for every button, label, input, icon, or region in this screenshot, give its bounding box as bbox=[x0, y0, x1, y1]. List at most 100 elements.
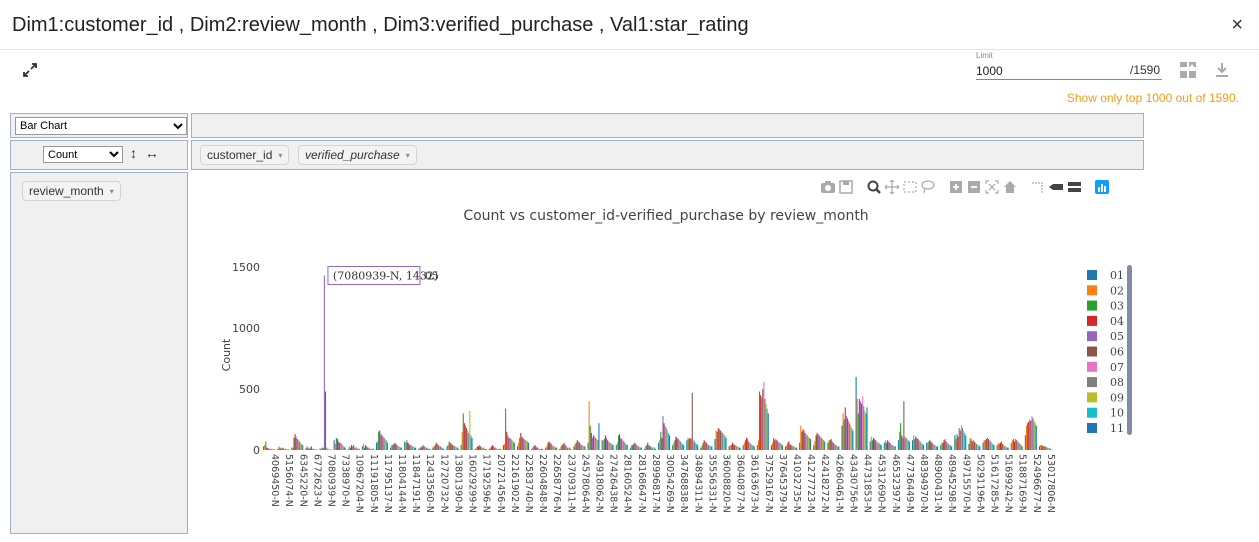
bar[interactable] bbox=[294, 434, 296, 450]
bar[interactable] bbox=[341, 443, 343, 450]
bar[interactable] bbox=[546, 446, 548, 450]
bar[interactable] bbox=[942, 442, 944, 450]
bar[interactable] bbox=[778, 442, 780, 450]
bar[interactable] bbox=[1016, 440, 1018, 450]
bar[interactable] bbox=[452, 445, 455, 451]
bar[interactable] bbox=[422, 445, 424, 451]
bar[interactable] bbox=[666, 430, 668, 451]
bar[interactable] bbox=[391, 445, 393, 451]
bar[interactable] bbox=[732, 443, 735, 450]
bar[interactable] bbox=[1014, 441, 1016, 450]
bar[interactable] bbox=[1006, 447, 1008, 450]
bar[interactable] bbox=[437, 445, 439, 451]
bar[interactable] bbox=[576, 440, 578, 450]
bar[interactable] bbox=[969, 437, 971, 450]
bar[interactable] bbox=[597, 440, 599, 450]
bar[interactable] bbox=[884, 440, 886, 450]
bar[interactable] bbox=[918, 440, 920, 450]
bar[interactable] bbox=[518, 442, 520, 450]
bar[interactable] bbox=[263, 446, 265, 450]
bar[interactable] bbox=[948, 445, 951, 451]
bar[interactable] bbox=[335, 437, 337, 450]
bar[interactable] bbox=[731, 442, 733, 450]
bar[interactable] bbox=[976, 443, 978, 450]
autoscale-icon[interactable] bbox=[984, 179, 1000, 195]
bar[interactable] bbox=[476, 446, 478, 450]
bar[interactable] bbox=[667, 432, 669, 450]
bar[interactable] bbox=[540, 448, 542, 450]
bar[interactable] bbox=[455, 446, 457, 450]
bar[interactable] bbox=[362, 443, 364, 450]
bar[interactable] bbox=[672, 445, 674, 451]
bar[interactable] bbox=[660, 431, 662, 450]
bar[interactable] bbox=[310, 446, 312, 450]
bar[interactable] bbox=[520, 432, 522, 450]
bar[interactable] bbox=[498, 448, 500, 450]
bar[interactable] bbox=[333, 440, 335, 450]
bar[interactable] bbox=[367, 447, 369, 450]
bar[interactable] bbox=[503, 443, 506, 450]
bar[interactable] bbox=[963, 430, 965, 451]
bar[interactable] bbox=[406, 440, 408, 450]
save-icon[interactable] bbox=[838, 179, 854, 195]
bar[interactable] bbox=[723, 434, 725, 450]
bar[interactable] bbox=[838, 446, 840, 450]
bar[interactable] bbox=[901, 435, 903, 451]
bar[interactable] bbox=[926, 442, 928, 450]
bar[interactable] bbox=[738, 447, 740, 450]
bar[interactable] bbox=[653, 447, 655, 450]
bar[interactable] bbox=[959, 430, 961, 451]
bar[interactable] bbox=[635, 443, 637, 450]
bar[interactable] bbox=[463, 423, 465, 450]
bar[interactable] bbox=[527, 442, 529, 450]
bar[interactable] bbox=[737, 446, 739, 450]
bar[interactable] bbox=[792, 446, 794, 450]
bar[interactable] bbox=[752, 445, 754, 451]
bar[interactable] bbox=[322, 448, 324, 450]
bar[interactable] bbox=[329, 449, 331, 450]
bar[interactable] bbox=[511, 440, 513, 450]
hover-compare-icon[interactable] bbox=[1066, 179, 1082, 195]
bar[interactable] bbox=[470, 435, 472, 451]
bar[interactable] bbox=[646, 445, 648, 451]
legend-swatch[interactable] bbox=[1087, 392, 1097, 403]
bar[interactable] bbox=[856, 398, 858, 450]
bar[interactable] bbox=[1028, 421, 1030, 450]
bar[interactable] bbox=[1035, 425, 1037, 451]
legend-swatch[interactable] bbox=[1087, 361, 1097, 372]
bar[interactable] bbox=[639, 447, 641, 450]
bar[interactable] bbox=[588, 401, 590, 450]
bar[interactable] bbox=[791, 445, 793, 451]
bar[interactable] bbox=[897, 440, 899, 450]
triangle-down-icon[interactable]: ▾ bbox=[109, 186, 114, 196]
bar[interactable] bbox=[1000, 441, 1003, 450]
bar[interactable] bbox=[991, 442, 993, 450]
bar[interactable] bbox=[617, 435, 620, 451]
bar[interactable] bbox=[638, 446, 640, 450]
bar[interactable] bbox=[521, 436, 523, 450]
bar[interactable] bbox=[834, 445, 837, 451]
bar[interactable] bbox=[772, 442, 774, 450]
bar[interactable] bbox=[659, 440, 661, 450]
bar[interactable] bbox=[770, 445, 773, 451]
bar[interactable] bbox=[272, 449, 274, 450]
reset-axes-icon[interactable] bbox=[1002, 179, 1018, 195]
bar[interactable] bbox=[286, 449, 289, 450]
bar[interactable] bbox=[688, 439, 690, 450]
bar[interactable] bbox=[603, 439, 605, 450]
bar[interactable] bbox=[308, 448, 310, 450]
bar[interactable] bbox=[757, 440, 759, 450]
bar[interactable] bbox=[803, 430, 805, 451]
bar[interactable] bbox=[583, 446, 585, 450]
bar[interactable] bbox=[862, 396, 864, 451]
bar[interactable] bbox=[717, 428, 719, 450]
bar[interactable] bbox=[668, 435, 671, 451]
bar[interactable] bbox=[443, 448, 445, 450]
bar[interactable] bbox=[716, 431, 718, 450]
bar[interactable] bbox=[805, 434, 807, 450]
bar[interactable] bbox=[549, 442, 551, 450]
bar[interactable] bbox=[1007, 447, 1009, 450]
bar[interactable] bbox=[979, 446, 981, 450]
bar[interactable] bbox=[468, 432, 470, 450]
bar[interactable] bbox=[601, 440, 603, 450]
